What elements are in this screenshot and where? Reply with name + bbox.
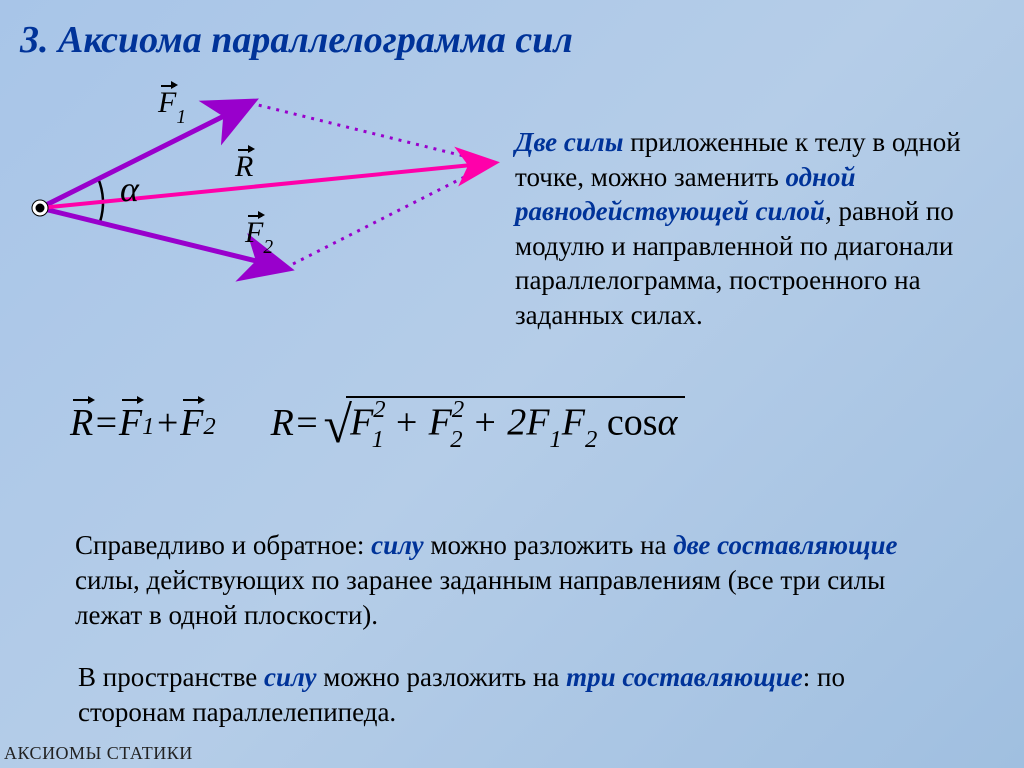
magnitude-equation: R = √ F21 + F22 + 2F1F2 cosα [271, 396, 686, 450]
label-f1: F1 [158, 86, 186, 125]
axiom-text: Две силы приложенные к телу в одной точк… [515, 125, 1005, 332]
highlight-three-components: три составляющие [566, 662, 803, 692]
vector-equation: R = F1 + F2 [70, 401, 216, 445]
inverse-statement: Справедливо и обратное: силу можно разло… [75, 528, 955, 633]
origin-dot [36, 204, 45, 213]
highlight-two-forces: Две силы [515, 127, 624, 157]
label-alpha: α [120, 168, 139, 210]
sqrt-icon: √ [324, 400, 353, 454]
label-f2: F2 [245, 216, 273, 255]
vector-f1 [40, 103, 250, 208]
highlight-force: силу [371, 530, 423, 560]
vector-r [40, 163, 492, 208]
parallelogram-diagram: F1 R F2 α [10, 78, 500, 308]
formula-row: R = F1 + F2 R = √ F21 + F22 + 2F1F2 cosα [70, 396, 970, 450]
highlight-two-components: две составляющие [673, 530, 897, 560]
diagram-svg [10, 78, 500, 308]
label-r: R [235, 150, 253, 184]
space-statement: В пространстве силу можно разложить на т… [78, 660, 958, 730]
dotted-edge-1 [250, 103, 492, 163]
page-title: 3. Аксиома параллелограмма сил [0, 0, 1024, 62]
footer-label: АКСИОМЫ СТАТИКИ [4, 743, 193, 764]
highlight-force-2: силу [264, 662, 316, 692]
